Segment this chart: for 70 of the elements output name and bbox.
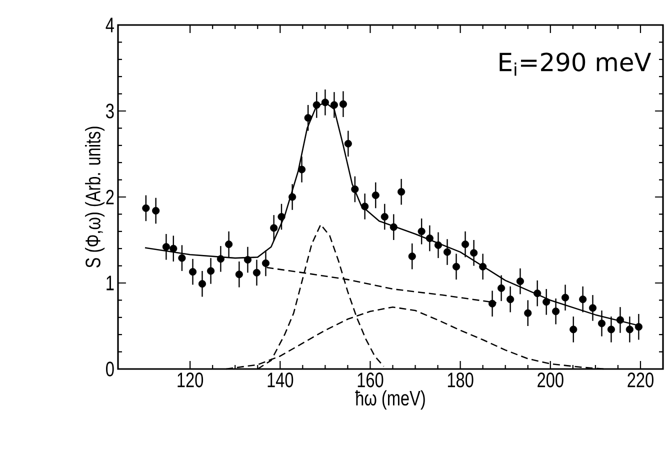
- point: [252, 268, 261, 276]
- point: [479, 262, 487, 270]
- point: [461, 240, 470, 248]
- point: [312, 101, 320, 109]
- point: [443, 248, 452, 256]
- point: [288, 193, 296, 201]
- point: [579, 296, 587, 304]
- x-tick-label: 220: [628, 372, 654, 388]
- point: [244, 256, 252, 264]
- point: [470, 249, 478, 257]
- annotation: E$_{i}$=290 meV: [500, 52, 652, 76]
- point: [178, 254, 186, 262]
- point: [534, 290, 542, 298]
- point: [418, 228, 426, 236]
- point: [330, 101, 338, 109]
- point: [408, 252, 416, 260]
- point: [588, 304, 597, 312]
- point: [426, 234, 434, 242]
- point: [524, 309, 532, 317]
- point: [498, 284, 506, 292]
- point: [142, 204, 150, 212]
- x-tick-label: 120: [178, 372, 204, 388]
- point: [278, 212, 286, 221]
- point: [235, 270, 243, 278]
- x-tick-label: 140: [268, 372, 294, 388]
- point: [372, 191, 380, 200]
- point: [344, 140, 352, 148]
- y-tick-label: 0: [106, 362, 114, 376]
- point: [207, 267, 215, 275]
- point: [598, 320, 606, 328]
- x-axis-title: ħω (meV): [355, 390, 425, 410]
- y-tick-label: 2: [106, 190, 114, 204]
- x-tick-label: 160: [358, 372, 384, 388]
- point: [516, 277, 524, 286]
- point: [225, 240, 233, 248]
- point: [304, 114, 312, 122]
- point: [198, 280, 206, 288]
- point: [390, 223, 398, 231]
- point: [298, 166, 306, 174]
- point: [616, 316, 624, 324]
- point: [634, 323, 642, 331]
- point: [380, 212, 388, 221]
- y-tick-label: 1: [106, 276, 114, 290]
- point: [321, 98, 329, 106]
- y-tick-label: 3: [106, 104, 114, 118]
- x-tick-label: 200: [538, 372, 564, 388]
- y-axis-title: S (Φ,ω) (Arb. units): [85, 126, 105, 268]
- point: [607, 326, 615, 334]
- point: [626, 326, 634, 334]
- point: [170, 244, 178, 252]
- point: [506, 296, 514, 304]
- point: [570, 326, 578, 334]
- point: [162, 243, 170, 251]
- point: [270, 224, 278, 232]
- point: [488, 300, 496, 308]
- point: [361, 202, 369, 210]
- point: [262, 259, 270, 268]
- point: [452, 262, 460, 270]
- point: [339, 100, 347, 108]
- point: [351, 185, 359, 194]
- x-tick-label: 180: [448, 372, 474, 388]
- point: [434, 241, 442, 249]
- point: [152, 206, 160, 215]
- point: [216, 255, 224, 263]
- point: [542, 298, 550, 306]
- point: [561, 294, 570, 302]
- point: [552, 308, 560, 316]
- point: [398, 188, 406, 196]
- y-tick-label: 4: [106, 18, 114, 32]
- point: [188, 268, 197, 276]
